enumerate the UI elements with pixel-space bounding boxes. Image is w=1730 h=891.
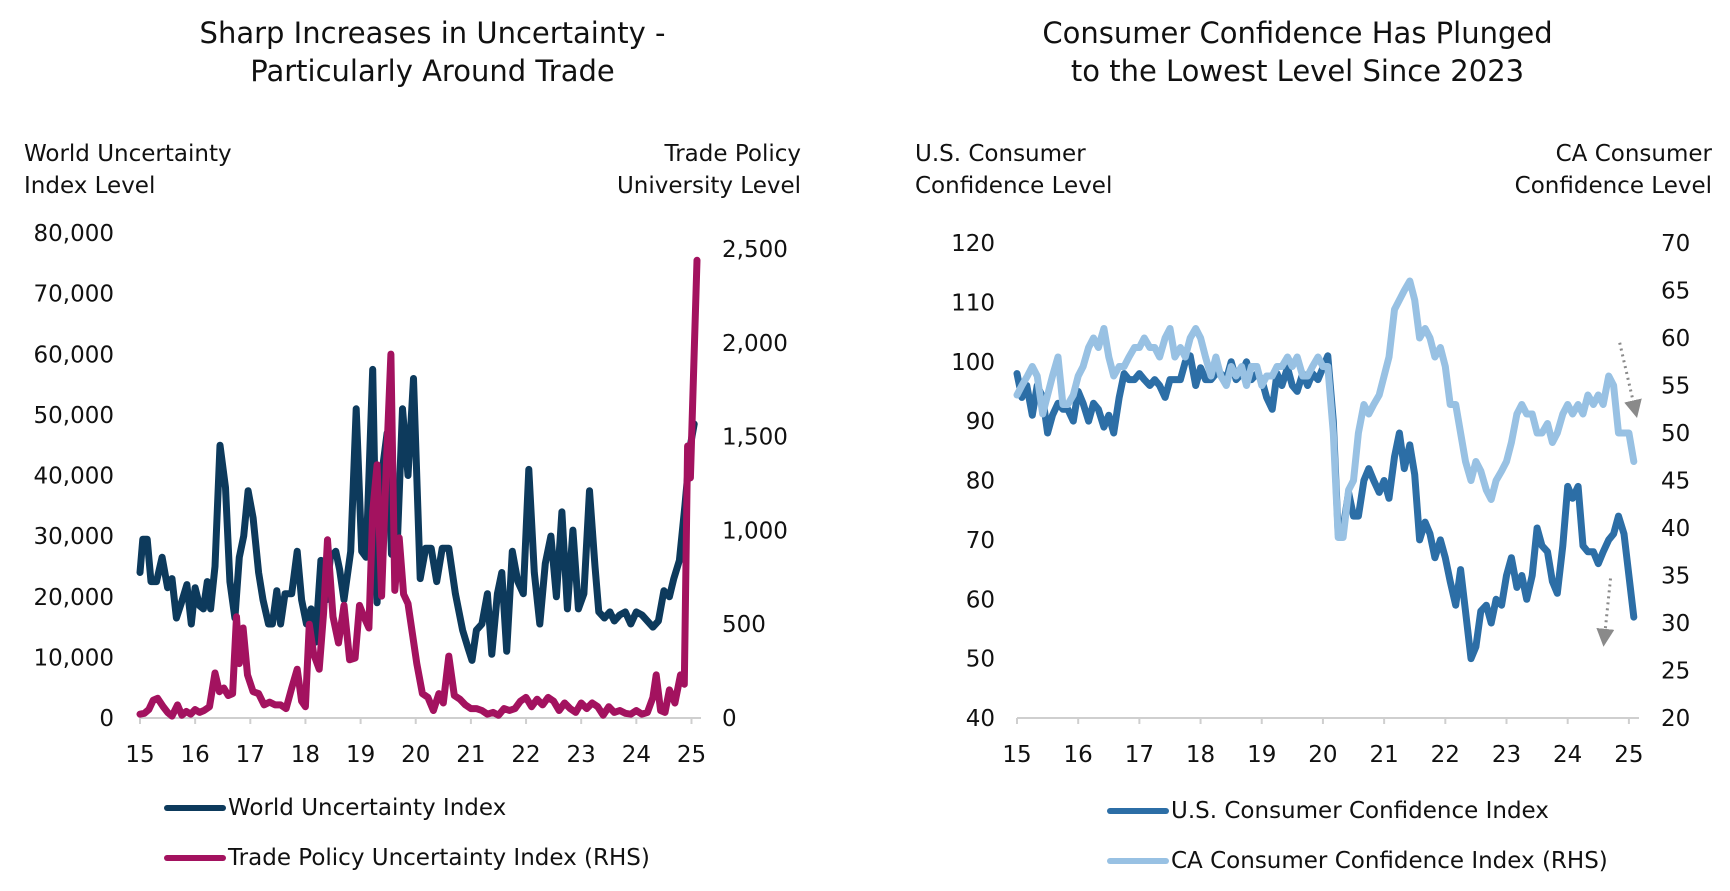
- left-x-tick-label: 22: [511, 742, 540, 768]
- right-series-line-us: [1013, 352, 1638, 663]
- left-axis-label-line1: World Uncertainty: [24, 141, 232, 167]
- left-chart-title-line2: Particularly Around Trade: [250, 54, 615, 88]
- right-right-y-tick-label: 55: [1661, 374, 1690, 400]
- left-x-tick-label: 16: [181, 742, 210, 768]
- right-right-y-tick-label: 35: [1661, 564, 1690, 590]
- right-x-tick-label: 18: [1186, 742, 1215, 768]
- left-series-line-wui: [136, 365, 698, 664]
- left-right-y-tick-label: 500: [722, 612, 766, 638]
- right-right-y-tick-label: 40: [1661, 516, 1690, 542]
- legend-swatch-us: [1107, 808, 1169, 814]
- right-right-y-tick-label: 30: [1661, 611, 1690, 637]
- left-chart-right-axis-label: Trade Policy University Level: [617, 138, 801, 202]
- right-x-tick-label: 19: [1247, 742, 1276, 768]
- right-series-line-ca: [1013, 277, 1638, 541]
- left-x-tick-label: 25: [677, 742, 706, 768]
- right-left-y-tick-label: 120: [951, 231, 995, 257]
- right-x-tick-label: 25: [1614, 742, 1643, 768]
- right-left-y-tick-label: 110: [951, 290, 995, 316]
- right-right-y-tick-label: 25: [1661, 659, 1690, 685]
- left-axis-label-line2: Index Level: [24, 173, 156, 199]
- left-chart-left-axis-label: World Uncertainty Index Level: [24, 138, 232, 202]
- right-left-y-tick-label: 60: [966, 587, 995, 613]
- right-left-y-tick-label: 40: [966, 706, 995, 732]
- right-chart-left-axis-label: U.S. Consumer Confidence Level: [915, 138, 1112, 202]
- left-right-y-tick-label: 2,500: [722, 237, 788, 263]
- ca-axis-label-line2: Confidence Level: [1514, 173, 1712, 199]
- legend-item-ca: CA Consumer Confidence Index (RHS): [1107, 848, 1608, 874]
- left-right-y-tick-label: 1,500: [722, 425, 788, 451]
- left-chart-panel: Sharp Increases in Uncertainty - Particu…: [0, 14, 865, 871]
- left-x-tick-label: 18: [291, 742, 320, 768]
- left-x-tick-label: 15: [125, 742, 154, 768]
- left-x-tick-label: 21: [456, 742, 485, 768]
- right-axis-label-line1: Trade Policy: [664, 141, 801, 167]
- legend-label-wui: World Uncertainty Index: [228, 795, 507, 821]
- left-left-y-tick-label: 30,000: [34, 524, 114, 550]
- left-left-y-tick-label: 80,000: [34, 221, 114, 247]
- right-x-tick-label: 21: [1369, 742, 1398, 768]
- legend-swatch-wui: [164, 805, 226, 811]
- right-right-y-tick-label: 20: [1661, 706, 1690, 732]
- left-x-tick-label: 19: [346, 742, 375, 768]
- right-chart-title: Consumer Confidence Has Plunged to the L…: [865, 14, 1730, 90]
- right-right-y-tick-label: 45: [1661, 469, 1690, 495]
- right-right-y-tick-label: 65: [1661, 279, 1690, 305]
- us-down-trend-arrow: [1596, 578, 1615, 647]
- us-axis-label-line2: Confidence Level: [915, 173, 1113, 199]
- ca-axis-label-line1: CA Consumer: [1555, 141, 1712, 167]
- left-left-y-tick-label: 70,000: [34, 282, 114, 308]
- right-left-y-tick-label: 70: [966, 528, 995, 554]
- right-x-tick-label: 20: [1308, 742, 1337, 768]
- right-x-tick-label: 24: [1553, 742, 1582, 768]
- left-right-y-tick-label: 2,000: [722, 331, 788, 357]
- right-chart-title-line1: Consumer Confidence Has Plunged: [1042, 16, 1553, 50]
- left-right-y-tick-label: 1,000: [722, 518, 788, 544]
- right-chart-title-line2: to the Lowest Level Since 2023: [1070, 54, 1525, 88]
- left-chart-title: Sharp Increases in Uncertainty - Particu…: [0, 14, 865, 90]
- left-left-y-tick-label: 10,000: [34, 645, 114, 671]
- right-x-tick-label: 22: [1431, 742, 1460, 768]
- legend-item-tpu: Trade Policy Uncertainty Index (RHS): [164, 845, 650, 871]
- right-right-y-tick-label: 50: [1661, 421, 1690, 447]
- legend-item-wui: World Uncertainty Index: [164, 795, 506, 821]
- right-left-y-tick-label: 50: [966, 647, 995, 673]
- us-axis-label-line1: U.S. Consumer: [915, 141, 1086, 167]
- left-left-y-tick-label: 0: [99, 706, 114, 732]
- right-chart-right-axis-label: CA Consumer Confidence Level: [1515, 138, 1712, 202]
- legend-label-ca: CA Consumer Confidence Index (RHS): [1171, 848, 1608, 874]
- left-x-tick-label: 24: [622, 742, 651, 768]
- right-x-tick-label: 16: [1064, 742, 1093, 768]
- right-right-y-tick-label: 70: [1661, 231, 1690, 257]
- right-x-tick-label: 17: [1125, 742, 1154, 768]
- legend-swatch-ca: [1107, 858, 1169, 864]
- left-chart-title-line1: Sharp Increases in Uncertainty -: [199, 16, 666, 50]
- right-axis-label-line2: University Level: [616, 173, 801, 199]
- right-chart-panel: Consumer Confidence Has Plunged to the L…: [865, 0, 1730, 891]
- right-left-y-tick-label: 100: [951, 350, 995, 376]
- left-left-y-tick-label: 50,000: [34, 403, 114, 429]
- right-left-y-tick-label: 80: [966, 469, 995, 495]
- legend-label-tpu: Trade Policy Uncertainty Index (RHS): [228, 845, 650, 871]
- left-left-y-tick-label: 20,000: [34, 585, 114, 611]
- ca-down-trend-arrow: [1618, 342, 1642, 419]
- legend-item-us: U.S. Consumer Confidence Index: [1107, 798, 1549, 824]
- left-series-line-tpu: [136, 256, 701, 720]
- left-chart-plot: 15 16 17 18 19 20 21 22 23 24 25 0 10,000 20,000 30,00…: [34, 221, 788, 768]
- left-left-y-tick-label: 40,000: [34, 464, 114, 490]
- left-right-y-tick-label: 0: [722, 706, 737, 732]
- right-x-tick-label: 15: [1002, 742, 1031, 768]
- right-x-tick-label: 23: [1492, 742, 1521, 768]
- right-chart-plot: 15 16 17 18 19 20 21 22 23 24 25 40 50 60 70 80 90 100 110…: [951, 231, 1690, 768]
- legend-label-us: U.S. Consumer Confidence Index: [1171, 798, 1549, 824]
- legend-swatch-tpu: [164, 855, 226, 861]
- right-right-y-tick-label: 60: [1661, 326, 1690, 352]
- left-x-tick-label: 23: [567, 742, 596, 768]
- right-left-y-tick-label: 90: [966, 409, 995, 435]
- left-x-tick-label: 17: [236, 742, 265, 768]
- left-x-tick-label: 20: [401, 742, 430, 768]
- left-left-y-tick-label: 60,000: [34, 342, 114, 368]
